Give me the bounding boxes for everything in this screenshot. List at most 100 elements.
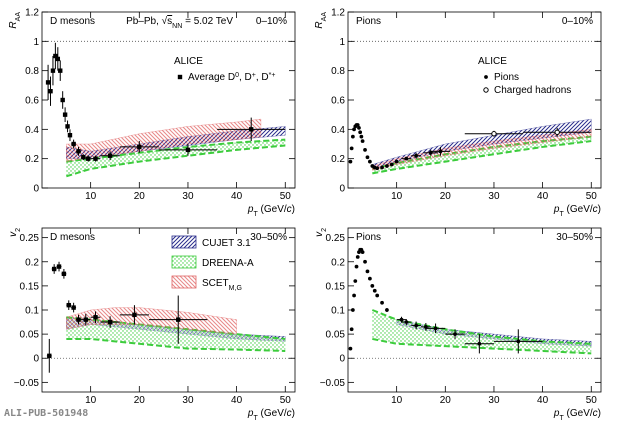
model-band [66,118,262,162]
x-tick-label: 50 [280,191,292,202]
x-axis-label-part: T [253,211,258,218]
data-point [355,255,360,259]
x-tick-label: 20 [440,395,452,406]
model-band-edge [66,337,286,352]
data-point [55,56,61,62]
data-point [137,144,142,150]
x-axis-label-part: p [247,408,254,419]
data-point [76,149,81,154]
data-point [81,155,86,160]
data-point [375,166,380,171]
experiment-label: ALICE [174,56,203,67]
data-point [176,317,181,322]
data-point [554,129,560,135]
x-axis-label-part: p [553,408,560,419]
legend-label-part: M,G [229,285,242,292]
data-point [56,264,62,269]
x-axis-label-part: c [287,204,292,215]
x-axis-label-part: (GeV/ [564,408,593,419]
y-axis-label: RAA [314,12,328,29]
y-axis-label: v2 [8,228,22,237]
x-axis-label-part: ) [598,408,601,419]
x-tick-label: 10 [391,395,403,406]
data-point [50,68,56,73]
y-tick-label: 0.4 [331,125,345,136]
legend-label-part: 0 [235,72,239,79]
y-tick-label: 0.2 [331,154,345,165]
y-axis-label-part: 2 [15,228,22,232]
panel-title: D mesons [50,232,95,243]
data-point [358,130,363,135]
centrality: 30–50% [556,232,593,243]
x-axis-label-part: c [593,408,598,419]
data-point [350,134,355,139]
y-axis-label-part: R [314,21,325,28]
y-tick-label: 0 [339,354,345,365]
data-point [349,146,354,151]
x-tick-label: 20 [440,191,452,202]
data-point [47,353,52,359]
panel: 10 20 30 40 50 0 0.2 0.4 0.6 0.8 1 1.2 pT (GeV/c) RAA… [8,8,296,218]
data-point [61,271,67,277]
legend-label: CUJET 3.1 [202,238,251,249]
model-band [372,129,592,171]
model-band [66,307,237,335]
x-tick-label: 40 [537,395,549,406]
x-tick-label: 30 [488,191,500,202]
y-axis-label-part: v [8,231,19,237]
collision-system-part: √ [162,15,168,27]
x-axis-label-part: c [593,204,598,215]
x-axis-label-part: T [559,415,564,422]
data-point [394,159,399,164]
data-point [107,153,113,158]
y-tick-label: 0 [339,184,345,195]
y-axis-label-part: 2 [321,228,328,232]
legend-label: Average D0, D+, D*+ [188,72,275,84]
data-point [353,279,358,283]
data-point [53,53,58,59]
x-axis-label-part: (GeV/ [258,408,287,419]
y-tick-label: 0.05 [326,330,346,341]
legend-label: DREENA-A [202,258,254,269]
x-tick-label: 10 [85,191,97,202]
data-point [86,156,91,161]
y-tick-label: 0.15 [20,281,40,292]
x-axis-label: pT (GeV/c) [553,408,601,422]
data-point [370,284,375,288]
collision-system-part: NN [172,23,182,30]
data-point [352,127,356,132]
x-axis-label-part: c [287,408,292,419]
y-tick-label: 1.2 [331,8,345,19]
data-point [71,305,76,310]
data-point [399,317,404,322]
data-point [66,302,71,308]
y-tick-label: 0.2 [25,154,39,165]
y-axis-label: v2 [314,228,328,237]
data-point [360,139,365,143]
legend-swatch [171,275,197,289]
data-point [71,141,76,147]
y-tick-label: 0 [33,354,39,365]
y-tick-label: 0.15 [326,281,346,292]
data-point [58,68,63,73]
data-point [438,149,443,154]
centrality: 30–50% [250,232,287,243]
model-band [66,317,286,351]
y-tick-label: 0.2 [25,257,39,268]
legend-swatch [171,235,197,249]
data-point [83,317,88,322]
centrality: 0–10% [256,16,287,27]
legend-label: Charged hadrons [494,85,571,96]
data-point [363,147,367,152]
y-axis-label-part: R [8,21,19,28]
x-tick-label: 20 [134,191,146,202]
y-tick-label: 0.25 [326,233,346,244]
x-tick-label: 50 [586,395,598,406]
y-tick-label: 0.25 [20,233,40,244]
data-point [375,293,380,298]
data-point [349,327,354,332]
collision-system-part: Pb–Pb, [126,16,162,27]
data-point [477,341,482,346]
data-point [45,80,51,85]
x-axis-label-part: ) [598,204,601,215]
